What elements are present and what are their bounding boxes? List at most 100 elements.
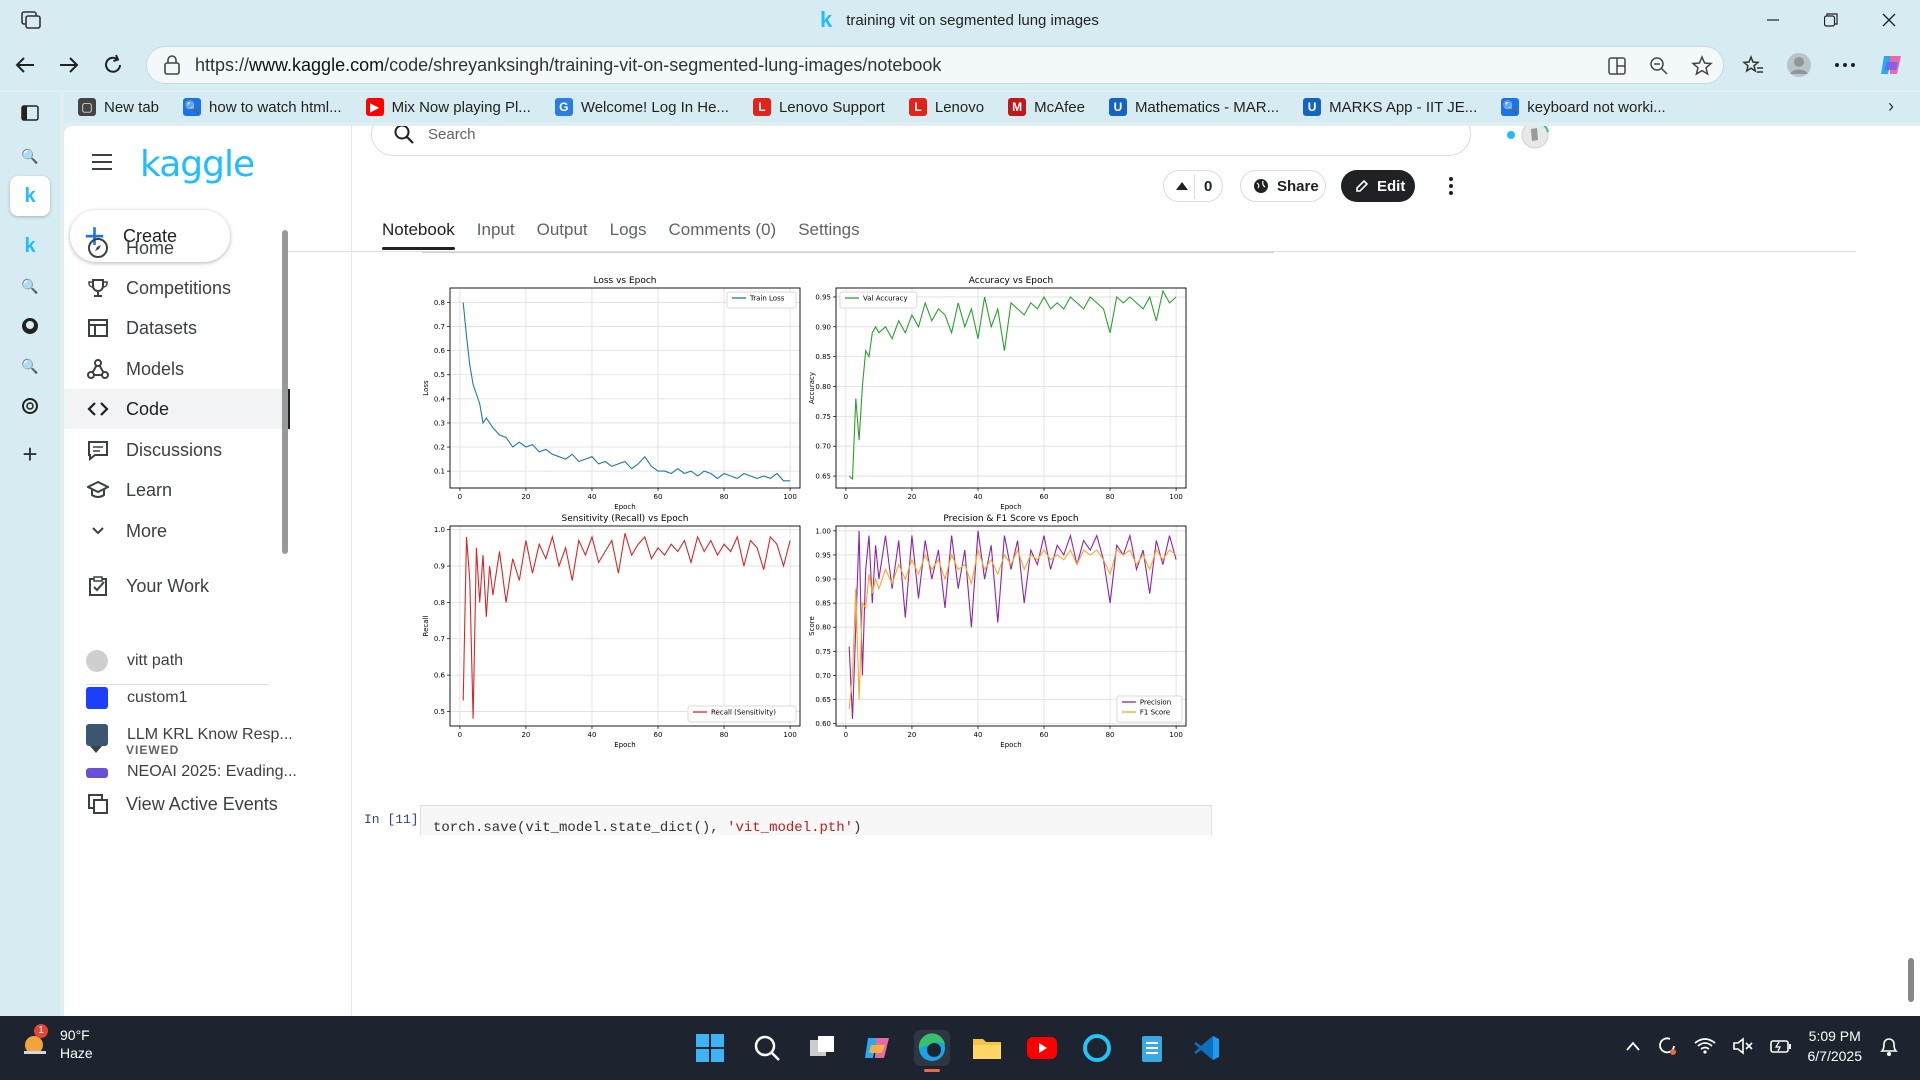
tab-search-2[interactable]: 🔍 (10, 266, 50, 306)
tab-output[interactable]: Output (537, 220, 588, 250)
code-cell[interactable]: torch.save(vit_model.state_dict(), 'vit_… (420, 805, 1212, 835)
bookmarks-overflow-chevron-icon[interactable]: › (1888, 96, 1894, 117)
copilot-icon (863, 1034, 891, 1062)
upvote-control[interactable]: 0 (1163, 170, 1223, 202)
bookmark-favicon-icon: G (555, 98, 573, 116)
vscode-icon (1193, 1034, 1221, 1062)
bookmark-item[interactable]: L Lenovo Support (753, 98, 885, 116)
copilot-taskbar[interactable] (859, 1030, 895, 1066)
vscode-app[interactable] (1189, 1030, 1225, 1066)
more-options-button[interactable] (1440, 170, 1462, 202)
user-avatar[interactable] (1520, 126, 1550, 150)
tab-comments[interactable]: Comments (0) (669, 220, 777, 250)
copilot-button[interactable] (1874, 48, 1908, 82)
address-bar[interactable]: https://www.kaggle.com/code/shreyanksing… (146, 46, 1724, 84)
nav-discussions[interactable]: Discussions (64, 430, 290, 470)
search-bar[interactable]: Search (371, 126, 1471, 156)
x-tick-label: 0 (844, 731, 848, 739)
nav-models[interactable]: Models (64, 349, 290, 389)
tab-github[interactable] (10, 306, 50, 346)
upvote-icon[interactable] (1176, 182, 1188, 190)
y-tick-label: 0.4 (434, 395, 446, 403)
tab-kaggle-active[interactable]: k (10, 176, 50, 216)
tab-search-3[interactable]: 🔍 (10, 346, 50, 386)
alexa-app[interactable] (1079, 1030, 1115, 1066)
bookmark-item[interactable]: 🔍 how to watch html... (183, 98, 342, 116)
nav-your-work[interactable]: Your Work (64, 566, 290, 606)
weather-badge: 1 (34, 1024, 48, 1038)
profile-button[interactable] (1782, 48, 1816, 82)
bookmark-item[interactable]: G Welcome! Log In He... (555, 98, 729, 116)
forward-button[interactable] (52, 48, 86, 82)
tab-actions-button[interactable] (10, 92, 50, 132)
clock[interactable]: 5:09 PM 6/7/2025 (1808, 1026, 1863, 1066)
taskbar-search[interactable] (749, 1030, 785, 1066)
lock-icon[interactable] (163, 55, 183, 75)
refresh-icon (102, 54, 124, 76)
bookmark-item[interactable]: L Lenovo (909, 98, 984, 116)
tab-kaggle[interactable]: k (10, 226, 50, 266)
plot-frame (450, 526, 800, 726)
bookmark-item[interactable]: U MARKS App - IIT JE... (1303, 98, 1477, 116)
nav-more[interactable]: More (64, 511, 290, 551)
weather-widget[interactable]: 1 90°F Haze (20, 1026, 93, 1062)
tab-input[interactable]: Input (477, 220, 515, 250)
chevron-up-icon[interactable] (1626, 1041, 1640, 1051)
speaker-muted-icon[interactable] (1732, 1037, 1754, 1055)
tab-chatgpt[interactable] (10, 386, 50, 426)
notepad-app[interactable] (1134, 1030, 1170, 1066)
back-button[interactable] (8, 48, 42, 82)
sync-icon[interactable] (1656, 1035, 1678, 1057)
close-button[interactable] (1860, 0, 1918, 40)
nav-competitions[interactable]: Competitions (64, 268, 290, 308)
share-button[interactable]: Share (1240, 170, 1326, 202)
bookmark-item[interactable]: 🔍 keyboard not worki... (1501, 98, 1665, 116)
search-icon (753, 1034, 781, 1062)
tab-settings[interactable]: Settings (798, 220, 859, 250)
view-active-events[interactable]: View Active Events (64, 784, 290, 824)
bookmark-item[interactable]: ▶ Mix Now playing Pl... (366, 98, 531, 116)
tab-search-icon[interactable]: 🔍 (10, 136, 50, 176)
bookmark-item[interactable]: U Mathematics - MAR... (1109, 98, 1279, 116)
edge-taskbar[interactable] (914, 1030, 950, 1066)
battery-icon[interactable] (1770, 1037, 1792, 1055)
workspaces-icon[interactable] (20, 10, 42, 30)
sidebar-scrollbar[interactable] (282, 230, 288, 554)
favorites-button[interactable] (1736, 48, 1770, 82)
page-scrollbar[interactable] (1908, 958, 1914, 1002)
file-explorer[interactable] (969, 1030, 1005, 1066)
nav-home[interactable]: Home (64, 228, 290, 268)
bookmark-item[interactable]: M McAfee (1008, 98, 1085, 116)
caret-down-icon[interactable] (90, 746, 102, 754)
kaggle-logo[interactable]: kaggle (140, 144, 254, 185)
edit-button[interactable]: Edit (1341, 170, 1415, 202)
weather-condition: Haze (60, 1044, 93, 1062)
nav-code[interactable]: Code (64, 389, 290, 429)
zoom-out-icon[interactable] (1649, 56, 1669, 76)
x-tick-label: 20 (521, 731, 530, 739)
notifications-icon[interactable] (1878, 1035, 1900, 1057)
active-indicator (924, 1069, 940, 1072)
hamburger-menu-icon[interactable] (92, 154, 112, 170)
favorite-star-icon[interactable] (1691, 55, 1713, 77)
restore-button[interactable] (1802, 0, 1860, 40)
refresh-button[interactable] (96, 48, 130, 82)
pencil-icon (1355, 179, 1369, 193)
new-tab-button[interactable]: + (10, 434, 50, 474)
legend-label: Precision (1140, 699, 1171, 707)
wifi-icon[interactable] (1694, 1037, 1716, 1055)
bookmark-favicon-icon: ▢ (78, 98, 96, 116)
nav-learn[interactable]: Learn (64, 470, 290, 510)
start-button[interactable] (692, 1030, 728, 1066)
nav-datasets[interactable]: Datasets (64, 308, 290, 348)
split-screen-icon[interactable] (1607, 56, 1627, 76)
youtube-app[interactable] (1024, 1030, 1060, 1066)
settings-more-button[interactable] (1828, 48, 1862, 82)
task-view[interactable] (804, 1030, 840, 1066)
tab-notebook[interactable]: Notebook (382, 220, 455, 250)
tab-logs[interactable]: Logs (610, 220, 647, 250)
url-text[interactable]: https://www.kaggle.com/code/shreyanksing… (195, 55, 941, 76)
bookmark-item[interactable]: ▢ New tab (78, 98, 159, 116)
minimize-button[interactable] (1744, 0, 1802, 40)
y-tick-label: 0.60 (815, 720, 831, 728)
